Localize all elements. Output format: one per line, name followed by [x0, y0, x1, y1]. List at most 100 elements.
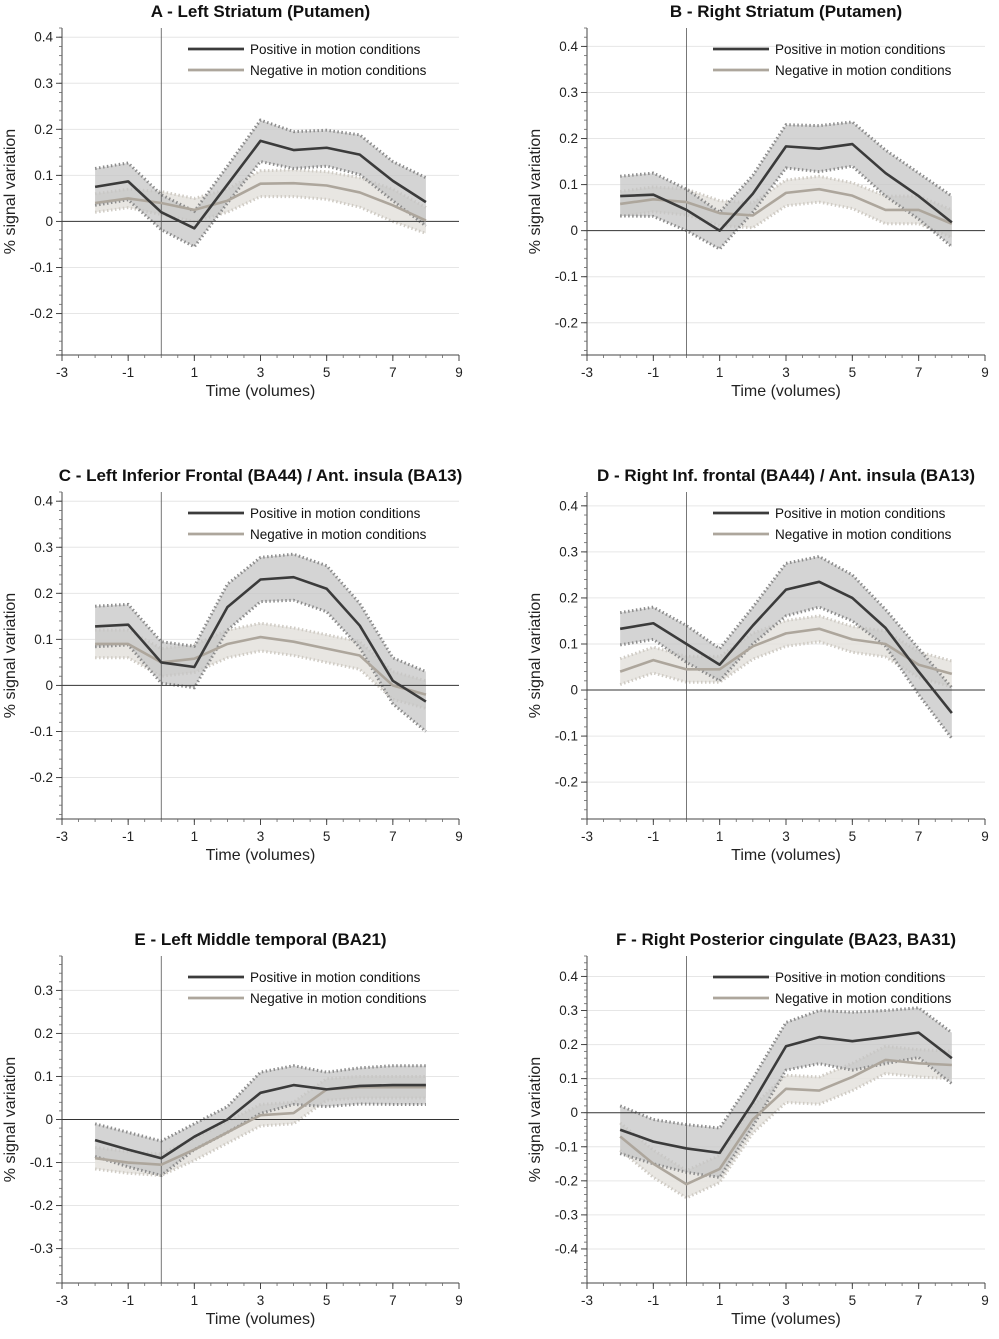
x-tick-label: 7	[915, 829, 923, 844]
positive-confidence-band	[620, 121, 952, 250]
y-tick-label: 0	[570, 1105, 578, 1120]
x-tick-label: -1	[122, 829, 134, 844]
x-tick-label: 3	[782, 1293, 790, 1308]
y-tick-label: -0.1	[30, 1155, 53, 1170]
x-tick-label: 1	[191, 365, 199, 380]
y-tick-label: 0.3	[34, 540, 53, 555]
chart-panel-f: -0.4 -0.3 -0.2 -0.1 0 0.1 0.2 0.3 0.4 -3 -1 1 3 5 7 9 F …	[527, 930, 989, 1328]
y-tick-label: 0	[570, 683, 578, 698]
legend-label-negative: Negative in motion conditions	[775, 527, 952, 542]
x-axis-label: Time (volumes)	[206, 847, 316, 864]
x-tick-label: 1	[191, 1293, 199, 1308]
x-tick-label: -1	[122, 365, 134, 380]
chart-title: D - Right Inf. frontal (BA44) / Ant. ins…	[597, 466, 975, 485]
y-tick-label: 0.2	[559, 1037, 578, 1052]
x-tick-label: -3	[581, 1293, 593, 1308]
legend-label-positive: Positive in motion conditions	[775, 506, 946, 521]
negative-series-line	[619, 627, 953, 676]
y-tick-label: 0.2	[34, 1026, 53, 1041]
x-axis-label: Time (volumes)	[731, 383, 841, 400]
y-tick-label: 0.4	[559, 969, 578, 984]
y-axis-label: % signal variation	[527, 129, 544, 254]
y-tick-label: -0.2	[555, 775, 578, 790]
positive-series-line	[619, 1031, 953, 1155]
y-tick-label: 0.3	[559, 1003, 578, 1018]
negative-series-line	[619, 1058, 952, 1186]
negative-confidence-band	[620, 1046, 952, 1198]
x-tick-label: 7	[389, 365, 397, 380]
y-axis-label: % signal variation	[2, 1057, 19, 1182]
positive-confidence-band	[620, 556, 952, 739]
y-tick-label: 0.1	[34, 1069, 53, 1084]
positive-band-upper-edge	[94, 118, 427, 214]
x-tick-label: 9	[981, 1293, 989, 1308]
y-tick-label: -0.4	[555, 1241, 579, 1256]
legend-label-positive: Positive in motion conditions	[250, 42, 421, 57]
x-tick-label: 7	[389, 829, 397, 844]
y-tick-label: 0.3	[559, 85, 578, 100]
chart-title: E - Left Middle temporal (BA21)	[134, 930, 386, 949]
positive-band-lower-edge	[94, 1102, 426, 1178]
y-tick-label: 0.2	[34, 122, 53, 137]
y-tick-label: 0.4	[559, 39, 578, 54]
legend-label-positive: Positive in motion conditions	[775, 42, 946, 57]
negative-band-lower-edge	[94, 1096, 426, 1177]
y-tick-label: 0	[45, 678, 53, 693]
positive-band-upper-edge	[620, 120, 953, 215]
x-axis-label: Time (volumes)	[206, 1311, 316, 1328]
y-tick-label: -0.2	[30, 770, 53, 785]
chart-title: C - Left Inferior Frontal (BA44) / Ant. …	[59, 466, 463, 485]
y-tick-label: 0.4	[34, 494, 53, 509]
y-tick-label: 0.2	[34, 586, 53, 601]
positive-confidence-band	[95, 554, 426, 732]
y-tick-label: -0.1	[30, 724, 53, 739]
chart-panel-a: -0.2 -0.1 0 0.1 0.2 0.3 0.4 -3 -1 1 3 5 7 9 A - Left S…	[2, 2, 463, 400]
positive-series-line	[95, 575, 427, 703]
y-tick-label: 0.2	[559, 590, 578, 605]
x-tick-label: 5	[323, 1293, 331, 1308]
positive-band-upper-edge	[94, 1064, 426, 1143]
y-tick-label: 0.1	[34, 168, 53, 183]
y-tick-label: -0.1	[555, 269, 578, 284]
legend-label-positive: Positive in motion conditions	[775, 970, 946, 985]
y-tick-label: -0.1	[30, 260, 53, 275]
x-tick-label: -1	[647, 365, 659, 380]
x-tick-label: 3	[782, 365, 790, 380]
negative-confidence-band	[95, 623, 426, 709]
y-tick-label: 0.2	[559, 131, 578, 146]
x-tick-label: -3	[581, 829, 593, 844]
y-tick-label: -0.2	[555, 315, 578, 330]
x-tick-label: -3	[581, 365, 593, 380]
legend-label-positive: Positive in motion conditions	[250, 970, 421, 985]
legend-label-negative: Negative in motion conditions	[775, 63, 952, 78]
chart-panel-c: -0.2 -0.1 0 0.1 0.2 0.3 0.4 -3 -1 1 3 5 7 9 C - Left I…	[2, 466, 463, 864]
y-tick-label: 0	[570, 223, 578, 238]
negative-confidence-band	[620, 176, 952, 238]
y-tick-label: -0.1	[555, 729, 578, 744]
y-tick-label: 0	[45, 1112, 53, 1127]
negative-band-lower-edge	[619, 640, 953, 689]
x-tick-label: -3	[56, 365, 68, 380]
x-tick-label: 3	[257, 1293, 265, 1308]
x-tick-label: 5	[323, 365, 331, 380]
y-axis-label: % signal variation	[2, 129, 19, 254]
positive-confidence-band	[620, 1007, 952, 1178]
y-tick-label: -0.3	[555, 1207, 578, 1222]
negative-band-lower-edge	[619, 1071, 952, 1200]
x-tick-label: 7	[915, 365, 923, 380]
x-tick-label: 1	[716, 1293, 724, 1308]
y-axis-label: % signal variation	[527, 593, 544, 718]
negative-series-line	[95, 635, 427, 696]
legend-label-negative: Negative in motion conditions	[775, 991, 952, 1006]
y-tick-label: -0.1	[555, 1139, 578, 1154]
x-tick-label: 1	[191, 829, 199, 844]
x-tick-label: 9	[455, 1293, 463, 1308]
negative-band-lower-edge	[619, 200, 953, 239]
x-tick-label: 5	[849, 365, 857, 380]
negative-series-line	[94, 1085, 426, 1166]
y-axis-label: % signal variation	[2, 593, 19, 718]
x-axis-label: Time (volumes)	[206, 383, 316, 400]
y-tick-label: 0.4	[559, 498, 578, 513]
y-tick-label: 0.1	[559, 177, 578, 192]
positive-series-line	[94, 1083, 426, 1160]
